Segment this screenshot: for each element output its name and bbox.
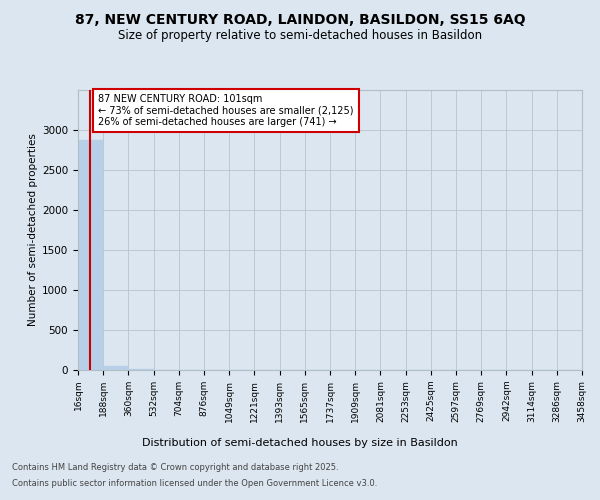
Text: Size of property relative to semi-detached houses in Basildon: Size of property relative to semi-detach… [118,29,482,42]
Y-axis label: Number of semi-detached properties: Number of semi-detached properties [28,134,38,326]
Text: 87 NEW CENTURY ROAD: 101sqm
← 73% of semi-detached houses are smaller (2,125)
26: 87 NEW CENTURY ROAD: 101sqm ← 73% of sem… [98,94,353,128]
Bar [128,369,154,370]
Text: Distribution of semi-detached houses by size in Basildon: Distribution of semi-detached houses by … [142,438,458,448]
Text: Contains public sector information licensed under the Open Government Licence v3: Contains public sector information licen… [12,478,377,488]
Text: Contains HM Land Registry data © Crown copyright and database right 2025.: Contains HM Land Registry data © Crown c… [12,464,338,472]
Bar [78,140,103,370]
Text: 87, NEW CENTURY ROAD, LAINDON, BASILDON, SS15 6AQ: 87, NEW CENTURY ROAD, LAINDON, BASILDON,… [74,12,526,26]
Bar [103,366,128,370]
